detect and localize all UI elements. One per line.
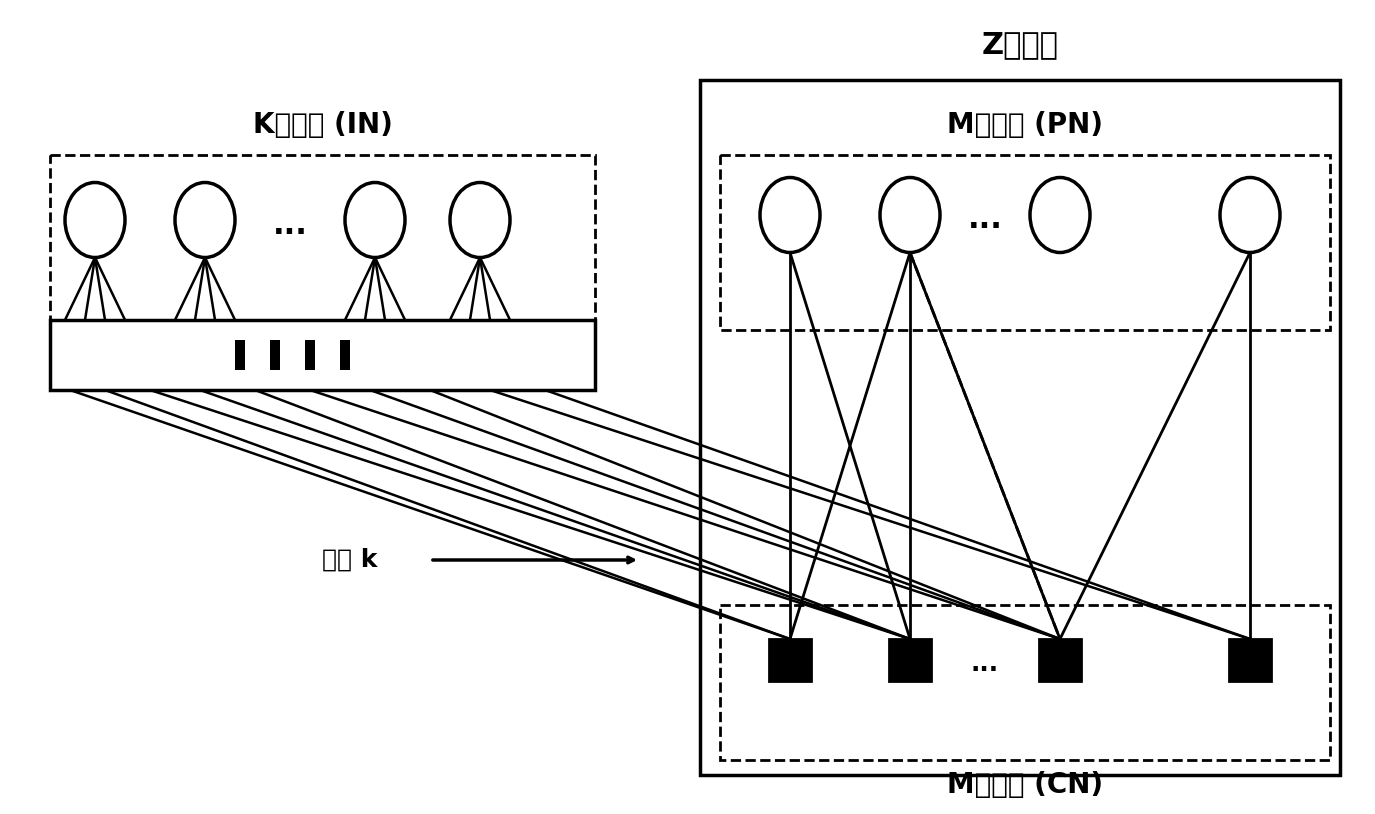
Ellipse shape — [65, 182, 125, 257]
Ellipse shape — [345, 182, 406, 257]
Bar — [49, 155, 595, 365]
Bar — [235, 340, 245, 370]
Ellipse shape — [1220, 177, 1280, 252]
Bar — [720, 155, 1330, 330]
Bar — [1040, 639, 1081, 681]
Ellipse shape — [880, 177, 940, 252]
Text: M个节点 (PN): M个节点 (PN) — [947, 111, 1103, 139]
Bar — [49, 320, 595, 390]
Ellipse shape — [1030, 177, 1090, 252]
Text: M个节点 (CN): M个节点 (CN) — [947, 771, 1103, 799]
Bar — [890, 639, 931, 681]
Bar — [305, 340, 315, 370]
Bar — [1229, 639, 1270, 681]
Text: 度数 k: 度数 k — [322, 548, 378, 572]
Bar — [270, 340, 280, 370]
Text: K个节点 (IN): K个节点 (IN) — [253, 111, 392, 139]
Bar — [340, 340, 351, 370]
Ellipse shape — [175, 182, 235, 257]
Bar — [769, 639, 811, 681]
Bar — [700, 80, 1341, 775]
Ellipse shape — [450, 182, 510, 257]
Text: ...: ... — [272, 211, 308, 239]
Text: Z节点群: Z节点群 — [982, 30, 1059, 59]
Text: ...: ... — [971, 652, 1000, 676]
Ellipse shape — [760, 177, 820, 252]
Bar — [720, 605, 1330, 760]
Text: ...: ... — [968, 205, 1002, 234]
